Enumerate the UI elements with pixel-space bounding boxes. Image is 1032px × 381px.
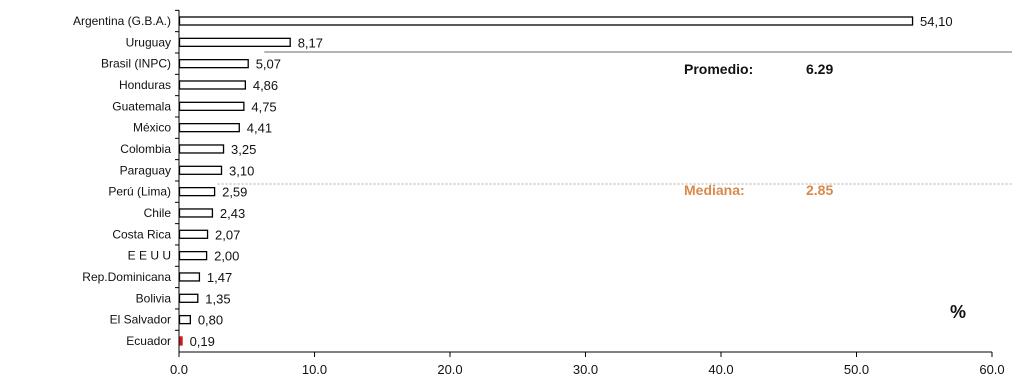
bar xyxy=(178,123,240,133)
x-axis: 0.0 10.0 20.0 30.0 40.0 50.0 60.0 xyxy=(170,10,1005,377)
bar xyxy=(178,16,914,26)
median-label: Mediana: xyxy=(684,182,745,198)
bar xyxy=(178,165,223,175)
value-label: 4,86 xyxy=(253,78,278,93)
value-label: 2,00 xyxy=(214,249,239,264)
category-label: Ecuador xyxy=(126,334,171,348)
value-label: 3,25 xyxy=(231,142,256,157)
x-tick-label: 40.0 xyxy=(708,362,733,377)
bar xyxy=(178,314,191,325)
value-label: 3,10 xyxy=(229,163,254,178)
category-label: El Salvador xyxy=(110,313,171,327)
value-label: 54,10 xyxy=(920,14,953,29)
bar xyxy=(178,144,225,154)
bar xyxy=(178,208,214,218)
bar xyxy=(178,80,247,90)
bar xyxy=(178,101,245,111)
x-tick-label: 0.0 xyxy=(170,362,188,377)
category-label: México xyxy=(133,121,171,135)
category-label: Rep.Dominicana xyxy=(82,270,171,284)
bar xyxy=(178,229,209,239)
average-value: 6.29 xyxy=(806,61,833,77)
x-tick-label: 30.0 xyxy=(573,362,598,377)
bar xyxy=(178,59,249,69)
bars-group: Argentina (G.B.A.) 54,10 Uruguay 8,17 Brasil… xyxy=(73,9,953,349)
value-label: 2,59 xyxy=(222,185,247,200)
x-tick-label: 50.0 xyxy=(844,362,869,377)
x-tick-label: 60.0 xyxy=(979,362,1004,377)
category-label: Chile xyxy=(144,206,172,220)
bar xyxy=(178,336,183,346)
category-label: Bolivia xyxy=(136,291,172,305)
category-label: E E U U xyxy=(128,249,171,263)
bar xyxy=(178,250,208,261)
category-label: Costa Rica xyxy=(112,227,171,241)
category-label: Argentina (G.B.A.) xyxy=(73,14,171,28)
category-label: Honduras xyxy=(119,78,171,92)
value-label: 4,41 xyxy=(247,121,272,136)
bar xyxy=(178,186,216,197)
value-label: 1,35 xyxy=(205,291,230,306)
unit-label: % xyxy=(950,302,966,322)
category-label: Guatemala xyxy=(112,99,171,113)
x-tick-label: 10.0 xyxy=(302,362,327,377)
value-label: 0,80 xyxy=(198,313,223,328)
category-label: Paraguay xyxy=(120,163,171,177)
value-label: 1,47 xyxy=(207,270,232,285)
category-label: Brasil (INPC) xyxy=(101,57,171,71)
value-label: 4,75 xyxy=(251,99,276,114)
category-label: Colombia xyxy=(120,142,171,156)
value-label: 8,17 xyxy=(298,35,323,50)
value-label: 2,07 xyxy=(215,227,240,242)
reference-lines xyxy=(217,51,1012,185)
value-label: 2,43 xyxy=(220,206,245,221)
x-tick-label: 20.0 xyxy=(437,362,462,377)
category-label: Uruguay xyxy=(126,35,171,49)
bar xyxy=(178,37,291,47)
value-label: 0,19 xyxy=(190,334,215,349)
average-label: Promedio: xyxy=(684,61,753,77)
category-label: Perú (Lima) xyxy=(108,185,171,199)
bar xyxy=(178,293,199,303)
bar xyxy=(178,272,201,282)
median-value: 2.85 xyxy=(806,182,833,198)
value-label: 5,07 xyxy=(256,57,281,72)
